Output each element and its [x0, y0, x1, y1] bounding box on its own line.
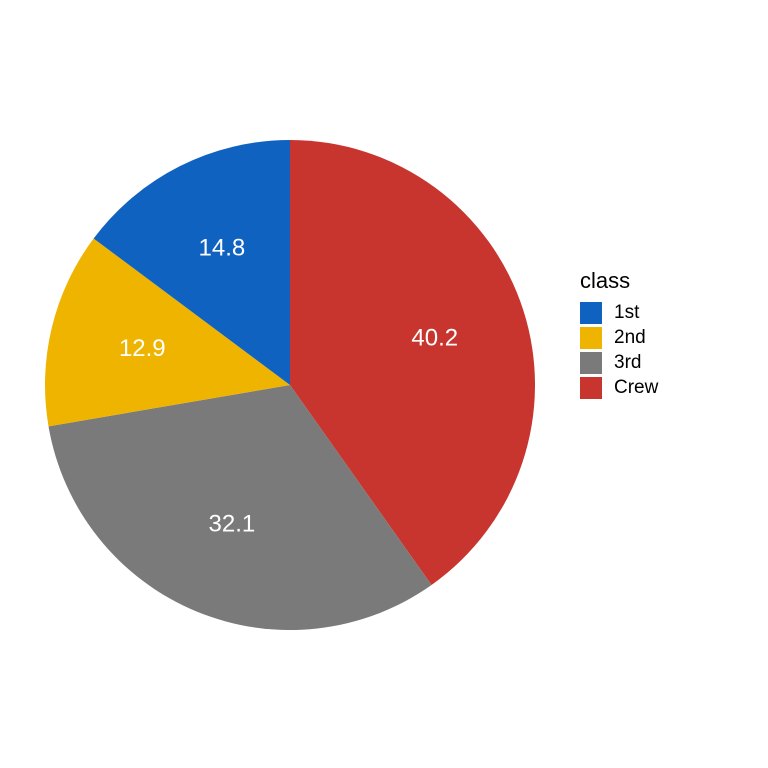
- legend: class 1st 2nd 3rd Crew: [580, 268, 658, 402]
- legend-label: 2nd: [614, 327, 646, 349]
- legend-item-crew: Crew: [580, 377, 658, 399]
- pie-label-2nd: 12.9: [119, 335, 166, 362]
- legend-item-2nd: 2nd: [580, 327, 658, 349]
- legend-swatch-2nd: [580, 327, 602, 349]
- pie-chart-container: 40.2 32.1 12.9 14.8 class 1st 2nd 3rd Crew: [0, 0, 768, 768]
- legend-label: 1st: [614, 302, 639, 324]
- legend-items: 1st 2nd 3rd Crew: [580, 302, 658, 399]
- legend-item-1st: 1st: [580, 302, 658, 324]
- pie-label-1st: 14.8: [199, 235, 246, 262]
- legend-label: 3rd: [614, 352, 641, 374]
- pie-label-3rd: 32.1: [209, 511, 256, 538]
- legend-swatch-3rd: [580, 352, 602, 374]
- legend-label: Crew: [614, 377, 658, 399]
- legend-title: class: [580, 268, 658, 294]
- legend-swatch-crew: [580, 377, 602, 399]
- legend-item-3rd: 3rd: [580, 352, 658, 374]
- pie-label-crew: 40.2: [411, 324, 458, 351]
- legend-swatch-1st: [580, 302, 602, 324]
